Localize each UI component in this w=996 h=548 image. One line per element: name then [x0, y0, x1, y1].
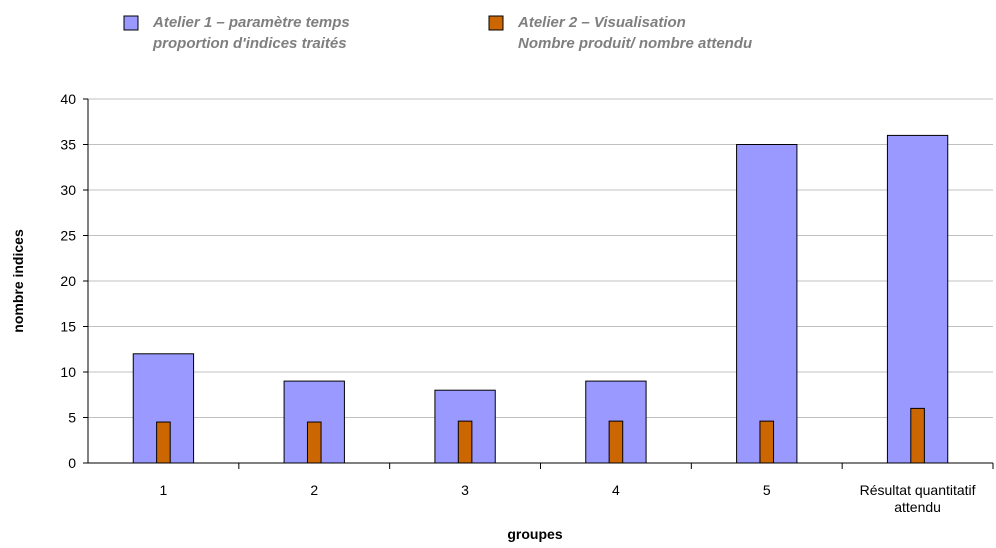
x-tick-label: 2 — [310, 482, 318, 498]
legend-swatch — [488, 15, 504, 31]
x-tick-label: 4 — [612, 482, 620, 498]
y-tick-label: 5 — [68, 410, 76, 426]
y-tick-label: 0 — [68, 455, 76, 471]
x-tick-label: 5 — [763, 482, 771, 498]
y-tick-label: 20 — [60, 273, 76, 289]
bar-atelier-2 — [759, 420, 775, 464]
y-tick-label: 40 — [60, 91, 76, 107]
x-axis-title: groupes — [507, 526, 562, 542]
axes: 0 5 10 15 20 25 30 35 40 1 2 3 4 5 Résultat quantitati… — [60, 91, 994, 515]
legend: Atelier 1 – paramètre temps proportion d'… — [123, 14, 752, 52]
y-tick-label: 30 — [60, 182, 76, 198]
y-tick-label: 35 — [60, 137, 76, 153]
bar-atelier-2 — [156, 421, 171, 464]
bar-atelier-1 — [736, 144, 798, 464]
legend-label: Atelier 2 – Visualisation Nombre produit/… — [517, 14, 752, 52]
x-tick-label: Résultat quantitatif attendu — [860, 482, 976, 515]
bar-atelier-2 — [457, 420, 473, 464]
x-tick-label: 1 — [160, 482, 168, 498]
y-tick-label: 10 — [60, 364, 76, 380]
y-axis-title: nombre indices — [10, 229, 26, 333]
y-tick-label: 25 — [60, 228, 76, 244]
bar-atelier-2 — [608, 420, 624, 464]
bars — [132, 134, 949, 464]
x-tick-label: 3 — [461, 482, 469, 498]
bar-atelier-2 — [910, 407, 925, 464]
grid-lines — [88, 98, 993, 418]
legend-swatch — [123, 15, 139, 31]
bar-atelier-2 — [306, 421, 322, 464]
y-tick-label: 15 — [60, 319, 76, 335]
legend-label: Atelier 1 – paramètre temps proportion d'… — [152, 14, 350, 52]
